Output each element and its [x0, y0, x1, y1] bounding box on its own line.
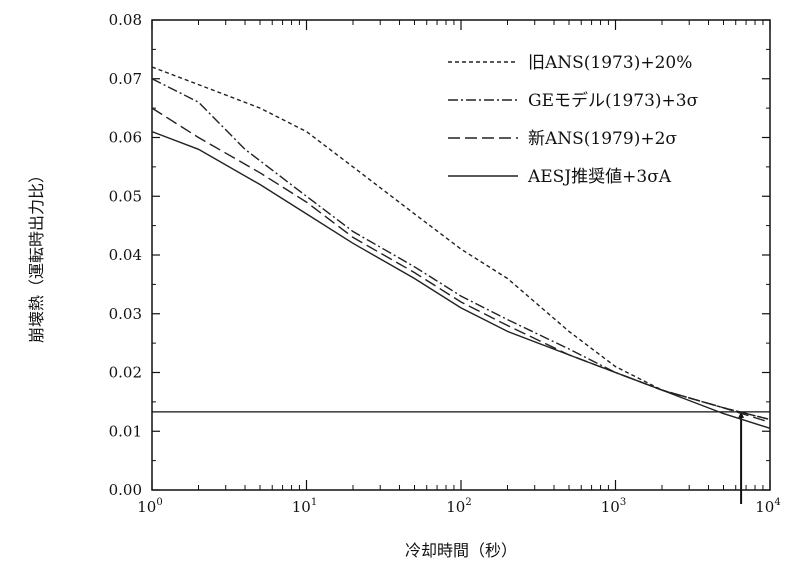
- reference-arrow-head: [738, 411, 745, 418]
- y-tick-label: 0.02: [109, 364, 142, 382]
- y-tick-label: 0.04: [109, 246, 142, 264]
- x-tick-label-base: 10: [292, 498, 311, 516]
- series-line-3: [151, 107, 771, 424]
- y-tick-label: 0.05: [109, 187, 142, 205]
- x-tick-label: 103: [601, 497, 626, 516]
- y-tick-label: 0.00: [109, 481, 142, 499]
- x-axis: 100 101 102 103 104: [137, 20, 781, 516]
- x-tick-label: 101: [292, 497, 317, 516]
- y-tick-label: 0.06: [109, 129, 142, 147]
- x-tick-label-exponent: 4: [774, 497, 780, 508]
- y-tick-label: 0.07: [109, 70, 142, 88]
- x-axis-label: 冷却時間（秒）: [405, 541, 517, 560]
- x-tick-label: 104: [755, 497, 780, 516]
- series-line-4: [151, 130, 771, 429]
- y-axis-label: 崩壊熱（運転時出力比）: [27, 167, 46, 343]
- series-line-1: [151, 66, 771, 421]
- x-tick-label-base: 10: [601, 498, 620, 516]
- x-tick-label-base: 10: [755, 498, 774, 516]
- series-lines: [151, 66, 771, 429]
- x-tick-label: 100: [137, 497, 162, 516]
- x-tick-label-exponent: 0: [156, 497, 162, 508]
- legend-label-3: 新ANS(1979)+2σ: [528, 129, 677, 149]
- y-tick-label: 0.08: [109, 11, 142, 29]
- x-tick-label-exponent: 2: [465, 497, 471, 508]
- x-tick-label-base: 10: [137, 498, 156, 516]
- x-tick-label: 102: [446, 497, 471, 516]
- y-tick-label: 0.01: [109, 422, 142, 440]
- series-line-2: [151, 78, 771, 421]
- x-tick-label-exponent: 1: [311, 497, 317, 508]
- reference-lines: [152, 411, 770, 504]
- y-tick-label: 0.03: [109, 305, 142, 323]
- x-tick-label-exponent: 3: [620, 497, 626, 508]
- legend-label-4: AESJ推奨値+3σA: [527, 167, 672, 187]
- x-tick-label-base: 10: [446, 498, 465, 516]
- y-axis: 0.00 0.01 0.02 0.03 0.04 0.05 0.06 0.07 0.08: [109, 11, 770, 499]
- legend: 旧ANS(1973)+20% GEモデル(1973)+3σ 新ANS(1979)+2…: [448, 53, 699, 187]
- legend-label-2: GEモデル(1973)+3σ: [528, 90, 699, 111]
- legend-label-1: 旧ANS(1973)+20%: [528, 53, 692, 73]
